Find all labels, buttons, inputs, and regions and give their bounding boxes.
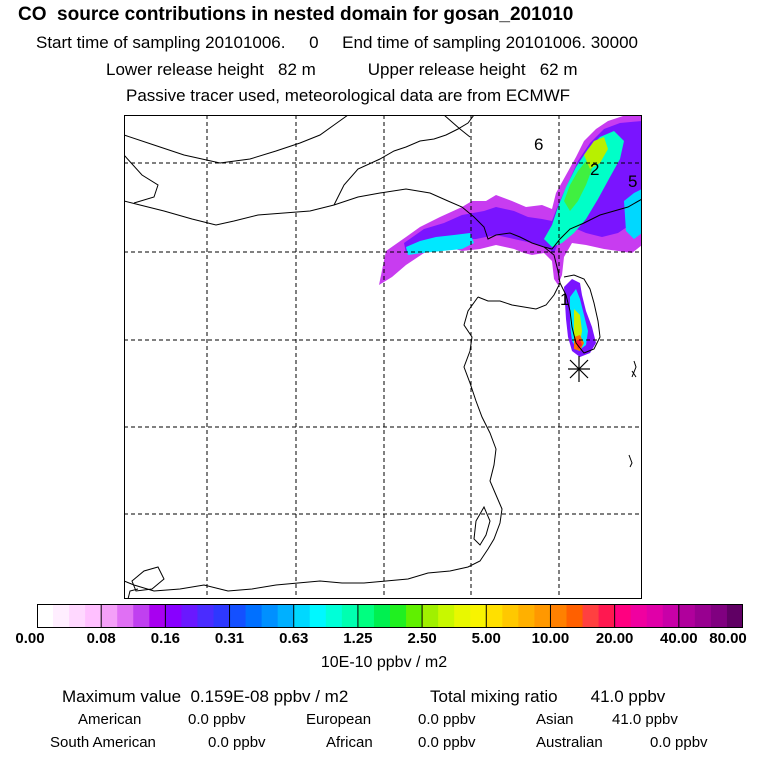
colorbar-swatch [325,604,343,628]
colorbar-swatch [438,604,455,628]
map-panel: 6 2 5 1 [124,115,642,599]
colorbar-swatch [101,604,118,628]
colorbar-swatch [550,604,567,628]
colorbar-tick-label: 1.25 [343,630,373,647]
australian-value: 0.0 ppbv [650,734,708,751]
colorbar-tick-label: 0.08 [86,630,116,647]
colorbar-swatch [357,604,375,628]
colorbar-swatch [502,604,519,628]
colorbar-tick-label: 0.63 [279,630,309,647]
sampling-time-info: Start time of sampling 20101006. 0 End t… [36,33,638,52]
colorbar-swatch [149,604,166,628]
region-label-2: 2 [590,160,599,179]
colorbar-swatch [117,604,134,628]
colorbar-swatch [197,604,214,628]
colorbar-tick-label: 20.00 [595,630,634,647]
south-american-label: South American [50,734,156,751]
american-label: American [78,711,142,728]
colorbar-swatch [470,604,487,628]
maximum-value: Maximum value 0.159E-08 ppbv / m2 [62,687,349,706]
lat-lon-gridlines [124,115,642,599]
colorbar-swatch [630,604,648,628]
european-value: 0.0 ppbv [418,711,476,728]
colorbar-tick-label: 5.00 [471,630,501,647]
colorbar-swatch [422,604,439,628]
colorbar-swatch [566,604,584,628]
african-value: 0.0 ppbv [418,734,476,751]
colorbar-swatch [678,604,696,628]
colorbar-swatch [726,604,743,628]
region-label-6: 6 [534,135,543,154]
colorbar-swatch [662,604,680,628]
color-scale-bar [37,604,743,628]
colorbar-tick-label: 0.00 [15,630,45,647]
colorbar-swatch [534,604,551,628]
colorbar-tick-label: 0.31 [214,630,245,647]
colorbar-swatch [165,604,182,628]
colorbar-swatch [277,604,295,628]
concentration-plume [379,115,642,357]
total-mixing-ratio: Total mixing ratio 41.0 ppbv [430,687,666,706]
colorbar-swatch [85,604,102,628]
region-label-1: 1 [560,290,569,309]
plot-title: CO source contributions in nested domain… [18,4,574,25]
colorbar-tick-label: 80.00 [709,630,747,647]
colorbar-swatch [261,604,279,628]
colorbar-swatch [245,604,263,628]
colorbar-swatch [341,604,359,628]
colorbar-swatch [293,604,311,628]
coastlines [124,115,642,599]
colorbar-swatch [694,604,712,628]
colorbar-swatch [406,604,423,628]
australian-label: Australian [536,734,603,751]
colorbar-units: 10E-10 ppbv / m2 [320,654,448,671]
american-value: 0.0 ppbv [188,711,246,728]
colorbar-swatch [390,604,407,628]
colorbar-swatch [614,604,632,628]
colorbar-swatch [309,604,327,628]
asian-label: Asian [536,711,574,728]
colorbar-tick-label: 10.00 [531,630,570,647]
colorbar-swatch [213,604,231,628]
colorbar-swatch [486,604,503,628]
colorbar-swatch [37,604,54,628]
colorbar-swatch [69,604,86,628]
colorbar-swatch [229,604,247,628]
colorbar-swatch [373,604,391,628]
colorbar-swatch [598,604,616,628]
south-american-value: 0.0 ppbv [208,734,266,751]
colorbar-swatch [710,604,728,628]
european-label: European [306,711,372,728]
colorbar-tick-label: 0.16 [150,630,180,647]
region-label-5: 5 [628,172,637,191]
tracer-info: Passive tracer used, meteorological data… [126,86,571,105]
colorbar-swatch [53,604,70,628]
colorbar-tick-label: 2.50 [407,630,437,647]
colorbar-tick-label: 40.00 [660,630,698,647]
colorbar-swatch [181,604,198,628]
map-frame [124,115,642,599]
african-label: African [326,734,373,751]
asian-value: 41.0 ppbv [612,711,678,728]
colorbar-swatch [454,604,471,628]
colorbar-swatch [133,604,150,628]
colorbar-swatch [518,604,535,628]
colorbar-swatch [582,604,600,628]
asterisk-icon [568,356,590,382]
colorbar-swatch [646,604,664,628]
colorbar-frame [37,604,743,628]
release-height-info: Lower release height 82 m Upper release … [106,60,578,79]
